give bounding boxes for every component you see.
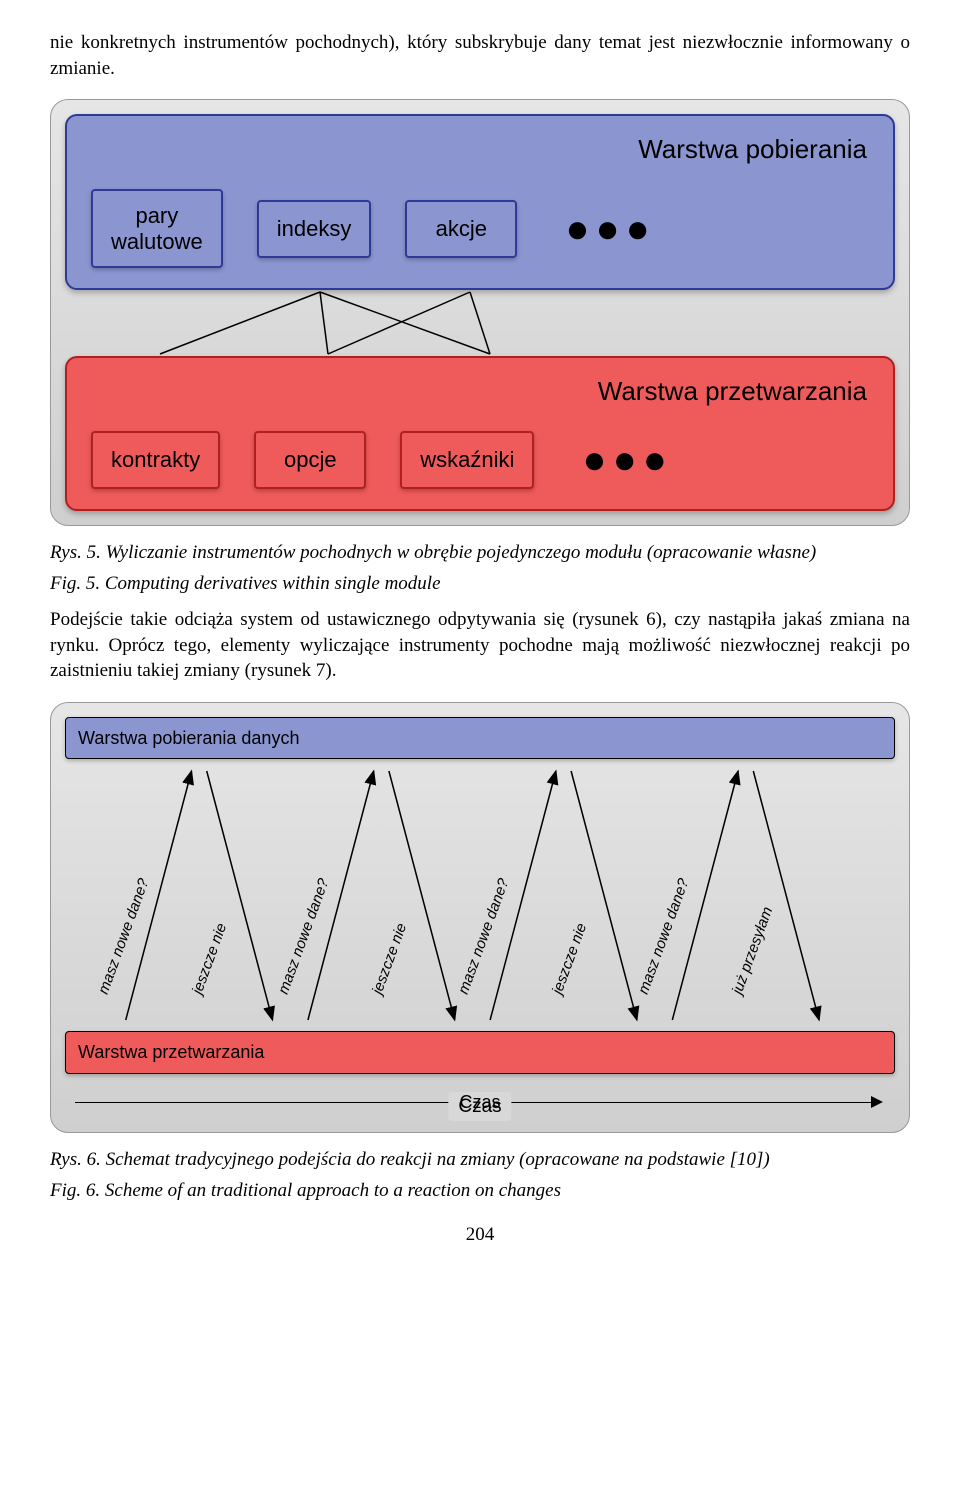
fig6-bar-bottom: Warstwa przetwarzania: [65, 1031, 895, 1073]
fig5-box-pary-walutowe: parywalutowe: [91, 189, 223, 268]
fig5-layer-przetwarzania: Warstwa przetwarzania kontrakty opcje ws…: [65, 356, 895, 511]
fig5-box-kontrakty: kontrakty: [91, 431, 220, 489]
fig5-caption-fig: Fig. 5. Computing derivatives within sin…: [50, 571, 910, 597]
fig5-layer2-boxes: kontrakty opcje wskaźniki ●●●: [85, 431, 875, 489]
fig6-caption-fig: Fig. 6. Scheme of an traditional approac…: [50, 1178, 910, 1204]
fig5-layer1-title: Warstwa pobierania: [85, 132, 875, 167]
fig6-bar-top: Warstwa pobierania danych: [65, 717, 895, 759]
figure-5-diagram: Warstwa pobierania parywalutowe indeksy …: [50, 99, 910, 525]
fig6-time-label: Czas: [447, 1090, 512, 1114]
fig5-layer2-dots-icon: ●●●: [582, 433, 672, 487]
fig5-box-indeksy: indeksy: [257, 200, 372, 258]
fig5-layer1-dots-icon: ●●●: [565, 202, 655, 256]
figure-6-diagram: Warstwa pobierania danych: [50, 702, 910, 1133]
fig5-layer2-title: Warstwa przetwarzania: [85, 374, 875, 409]
page-number: 204: [50, 1222, 910, 1248]
fig5-layer-pobierania: Warstwa pobierania parywalutowe indeksy …: [65, 114, 895, 290]
fig5-connector-lines: [70, 288, 890, 358]
fig5-box-wskazniki: wskaźniki: [400, 431, 534, 489]
fig5-layer1-boxes: parywalutowe indeksy akcje ●●●: [85, 189, 875, 268]
fig5-caption-rys: Rys. 5. Wyliczanie instrumentów pochodny…: [50, 540, 910, 566]
fig6-caption-rys: Rys. 6. Schemat tradycyjnego podejścia d…: [50, 1147, 910, 1173]
fig6-arrow-zone: masz nowe dane? jeszcze nie masz nowe da…: [65, 765, 895, 1025]
fig5-box-akcje: akcje: [405, 200, 517, 258]
fig6-time-axis: Czas Czas: [65, 1088, 895, 1118]
mid-paragraph: Podejście takie odciąża system od ustawi…: [50, 607, 910, 684]
fig5-box-opcje: opcje: [254, 431, 366, 489]
intro-paragraph: nie konkretnych instrumentów pochodnych)…: [50, 30, 910, 81]
fig6-time-arrowhead-icon: [871, 1096, 883, 1108]
